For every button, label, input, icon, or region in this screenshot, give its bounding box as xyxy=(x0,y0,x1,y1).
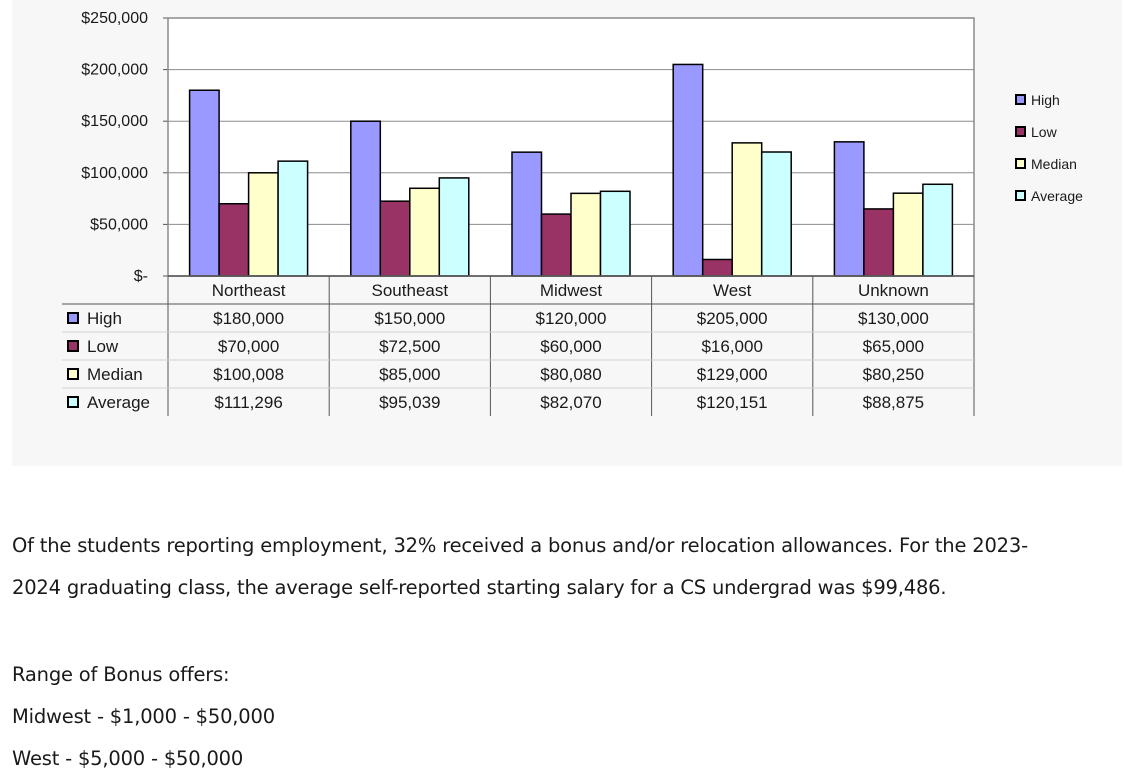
table-cell-value: $72,500 xyxy=(379,337,440,356)
table-category-label: West xyxy=(713,281,752,300)
table-cell-value: $70,000 xyxy=(218,337,279,356)
table-legend-key xyxy=(67,340,79,352)
legend-key-high xyxy=(1015,94,1026,105)
bar-average-southeast xyxy=(438,177,470,277)
bar-median-southeast xyxy=(409,187,441,277)
chart-panel: $250,000 $200,000 $150,000 $100,000 $50,000 $… xyxy=(12,0,1122,466)
y-tick-label: $200,000 xyxy=(81,62,148,79)
table-cell-value: $205,000 xyxy=(697,309,768,328)
bar-median-unknown xyxy=(892,192,924,277)
table-cell-value: $82,070 xyxy=(540,393,601,412)
table-cell-value: $111,296 xyxy=(214,393,282,412)
legend-key-low xyxy=(1015,126,1026,137)
table-cell-value: $16,000 xyxy=(701,337,762,356)
y-tick-label: $- xyxy=(134,268,148,285)
bar-average-west xyxy=(760,151,792,277)
table-legend-key xyxy=(67,312,79,324)
legend-key-median xyxy=(1015,158,1026,169)
table-cell-value: $85,000 xyxy=(379,365,440,384)
table-cell-value: $150,000 xyxy=(374,309,445,328)
y-tick-label: $250,000 xyxy=(81,10,148,27)
table-legend-key xyxy=(67,368,79,380)
salary-paragraph-line-2: 2024 graduating class, the average self-… xyxy=(12,576,947,599)
bar-low-northeast xyxy=(218,203,250,277)
bonus-range-heading: Range of Bonus offers: xyxy=(12,663,230,686)
table-cell-value: $120,000 xyxy=(536,309,607,328)
bar-average-northeast xyxy=(277,160,309,277)
salary-paragraph-line-1: Of the students reporting employment, 32… xyxy=(12,534,1028,557)
bar-low-southeast xyxy=(379,200,411,277)
bar-low-west xyxy=(701,258,733,277)
table-cell-value: $95,039 xyxy=(379,393,440,412)
bar-median-northeast xyxy=(247,172,279,277)
table-cell-value: $120,151 xyxy=(697,393,768,412)
bar-high-west xyxy=(672,63,704,277)
table-cell-value: $100,008 xyxy=(213,365,284,384)
table-cell-value: $129,000 xyxy=(697,365,768,384)
table-series-label: Median xyxy=(87,365,143,384)
table-cell-value: $60,000 xyxy=(540,337,601,356)
table-cell-value: $88,875 xyxy=(863,393,924,412)
bonus-range-midwest: Midwest - $1,000 - $50,000 xyxy=(12,705,275,728)
table-series-label: Average xyxy=(87,393,150,412)
table-cell-value: $80,080 xyxy=(540,365,601,384)
bar-median-midwest xyxy=(570,192,602,277)
table-category-label: Northeast xyxy=(212,281,286,300)
table-series-label: High xyxy=(87,309,122,328)
bar-high-unknown xyxy=(833,141,865,277)
bonus-range-west: West - $5,000 - $50,000 xyxy=(12,747,244,770)
bar-median-west xyxy=(731,142,763,277)
table-cell-value: $80,250 xyxy=(863,365,924,384)
table-cell-value: $65,000 xyxy=(863,337,924,356)
y-tick-label: $150,000 xyxy=(81,113,148,130)
bar-high-southeast xyxy=(350,120,382,277)
y-tick-label: $100,000 xyxy=(81,165,148,182)
table-category-label: Midwest xyxy=(540,281,603,300)
bar-low-midwest xyxy=(540,213,572,277)
table-series-label: Low xyxy=(87,337,119,356)
bar-average-unknown xyxy=(922,183,954,277)
table-category-label: Southeast xyxy=(372,281,449,300)
bar-average-midwest xyxy=(599,190,631,277)
legend-label-high: High xyxy=(1031,92,1060,108)
legend-key-average xyxy=(1015,190,1026,201)
y-tick-label: $50,000 xyxy=(90,216,148,233)
table-cell-value: $180,000 xyxy=(213,309,284,328)
bar-high-northeast xyxy=(188,89,220,277)
bar-high-midwest xyxy=(511,151,543,277)
salary-bar-chart: $250,000 $200,000 $150,000 $100,000 $50,000 $… xyxy=(62,10,1083,416)
legend-label-low: Low xyxy=(1031,124,1058,140)
bar-low-unknown xyxy=(863,208,895,277)
table-category-label: Unknown xyxy=(858,281,929,300)
legend-label-average: Average xyxy=(1031,188,1083,204)
legend-label-median: Median xyxy=(1031,156,1077,172)
table-legend-key xyxy=(67,396,79,408)
table-cell-value: $130,000 xyxy=(858,309,929,328)
